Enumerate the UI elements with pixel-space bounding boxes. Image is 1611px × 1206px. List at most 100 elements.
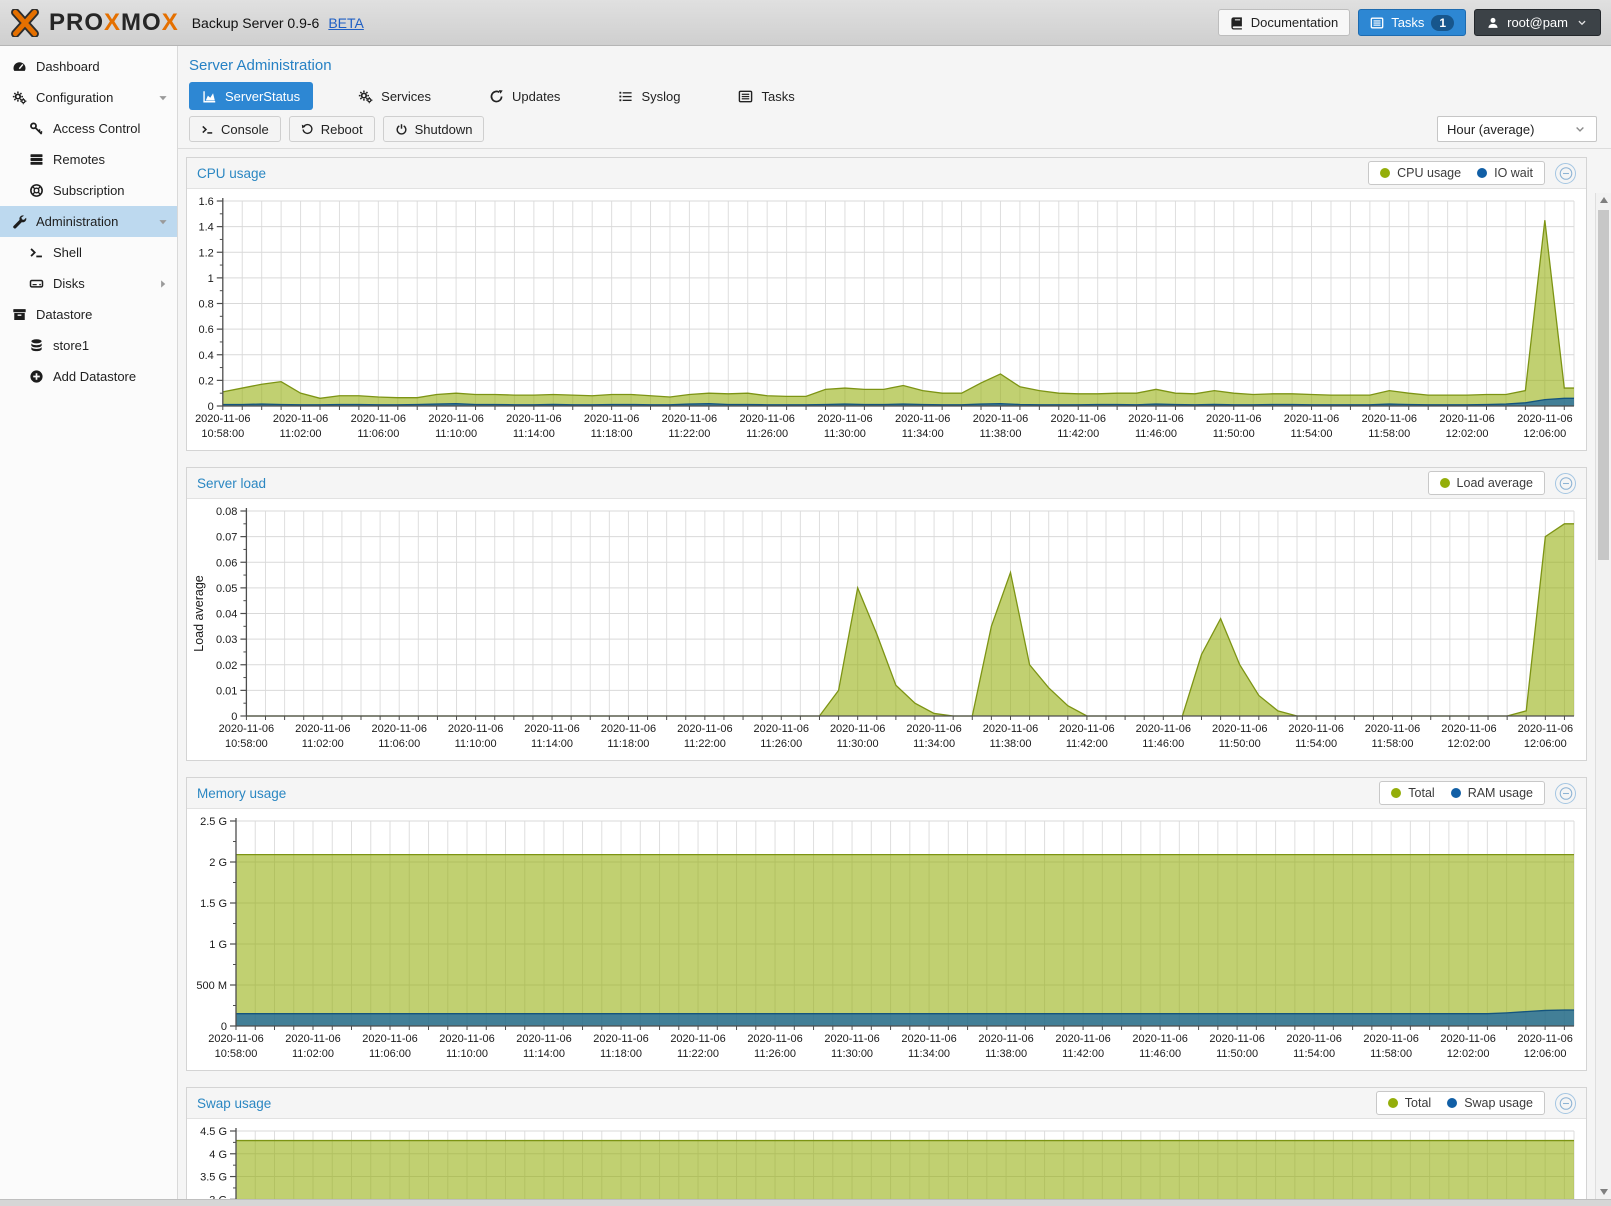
legend-item: RAM usage <box>1450 786 1533 800</box>
sidebar-item-store1[interactable]: store1 <box>0 330 177 361</box>
legend-swatch <box>1477 168 1488 178</box>
svg-text:2020-11-06: 2020-11-06 <box>1212 723 1267 735</box>
tab-tasks[interactable]: Tasks <box>725 82 807 110</box>
svg-text:2020-11-06: 2020-11-06 <box>506 413 561 425</box>
svg-text:2020-11-06: 2020-11-06 <box>978 1033 1033 1045</box>
collapse-button[interactable] <box>1555 162 1576 184</box>
legend-item: CPU usage <box>1380 166 1461 180</box>
svg-text:500 M: 500 M <box>196 980 227 992</box>
console-button[interactable]: Console <box>189 116 281 142</box>
svg-text:0: 0 <box>208 401 214 413</box>
scroll-down-button[interactable] <box>1596 1185 1611 1199</box>
legend-swatch <box>1450 788 1461 798</box>
sidebar: Dashboard Configuration Access Control Remo… <box>0 46 178 1199</box>
undo-icon <box>301 123 314 136</box>
svg-text:11:30:00: 11:30:00 <box>824 428 866 440</box>
svg-text:10:58:00: 10:58:00 <box>201 428 244 440</box>
panel-swap-usage: Swap usage Total Swap usage 4.5 G 4 G 3.5 G… <box>186 1087 1587 1206</box>
svg-text:1.5 G: 1.5 G <box>200 898 227 910</box>
sidebar-item-shell[interactable]: Shell <box>0 237 177 268</box>
svg-text:11:10:00: 11:10:00 <box>446 1048 488 1060</box>
svg-text:0.07: 0.07 <box>216 532 237 544</box>
beta-link[interactable]: BETA <box>328 14 364 31</box>
legend-item: Total <box>1391 786 1435 800</box>
panel-cpu-usage: CPU usage CPU usage IO wait 1.6 1.4 1.2 1 0.8… <box>186 157 1587 451</box>
svg-text:11:18:00: 11:18:00 <box>591 428 633 440</box>
scroll-up-button[interactable] <box>1596 193 1611 207</box>
sidebar-item-disks[interactable]: Disks <box>0 268 177 299</box>
collapse-button[interactable] <box>1555 782 1576 804</box>
wrench-icon <box>11 214 28 230</box>
tasks-button[interactable]: Tasks 1 <box>1358 9 1467 36</box>
svg-text:11:42:00: 11:42:00 <box>1057 428 1099 440</box>
svg-text:11:22:00: 11:22:00 <box>668 428 710 440</box>
svg-text:1.2: 1.2 <box>199 247 214 259</box>
sidebar-item-administration[interactable]: Administration <box>0 206 177 237</box>
svg-text:1: 1 <box>208 273 214 285</box>
svg-text:11:42:00: 11:42:00 <box>1062 1048 1104 1060</box>
minus-circle-icon <box>1559 1094 1573 1113</box>
svg-text:0.08: 0.08 <box>216 506 237 518</box>
svg-text:11:50:00: 11:50:00 <box>1216 1048 1258 1060</box>
svg-text:2020-11-06: 2020-11-06 <box>1136 723 1191 735</box>
svg-text:2020-11-06: 2020-11-06 <box>670 1033 725 1045</box>
sidebar-item-subscription[interactable]: Subscription <box>0 175 177 206</box>
svg-text:2 G: 2 G <box>209 857 227 869</box>
svg-text:11:54:00: 11:54:00 <box>1293 1048 1335 1060</box>
svg-text:2020-11-06: 2020-11-06 <box>1440 1033 1495 1045</box>
svg-text:11:46:00: 11:46:00 <box>1139 1048 1181 1060</box>
area-chart-icon <box>202 89 217 104</box>
sidebar-item-add-datastore[interactable]: Add Datastore <box>0 361 177 392</box>
chevron-down-icon[interactable] <box>157 216 169 228</box>
svg-text:0: 0 <box>221 1021 227 1033</box>
brand: PROXMOX Backup Server 0.9-6 BETA <box>10 8 364 37</box>
user-menu-button[interactable]: root@pam <box>1474 9 1601 36</box>
svg-text:2020-11-06: 2020-11-06 <box>524 723 579 735</box>
sidebar-item-remotes[interactable]: Remotes <box>0 144 177 175</box>
collapse-button[interactable] <box>1555 472 1576 494</box>
selected-range-value: Hour (average) <box>1447 121 1535 137</box>
svg-text:2020-11-06: 2020-11-06 <box>362 1033 417 1045</box>
svg-text:2020-11-06: 2020-11-06 <box>1132 1033 1187 1045</box>
tab-services[interactable]: Services <box>345 82 444 110</box>
svg-text:2020-11-06: 2020-11-06 <box>273 413 328 425</box>
time-range-select[interactable]: Hour (average) <box>1437 116 1597 142</box>
svg-text:11:58:00: 11:58:00 <box>1370 1048 1412 1060</box>
svg-text:2020-11-06: 2020-11-06 <box>448 723 503 735</box>
legend-item: Total <box>1387 1096 1431 1110</box>
app-header: PROXMOX Backup Server 0.9-6 BETA Documen… <box>0 0 1611 46</box>
legend: Total RAM usage <box>1379 781 1545 805</box>
chevron-right-icon[interactable] <box>157 278 169 290</box>
svg-text:2020-11-06: 2020-11-06 <box>983 723 1038 735</box>
svg-text:1.6: 1.6 <box>199 196 214 208</box>
documentation-button[interactable]: Documentation <box>1217 9 1351 36</box>
svg-text:11:38:00: 11:38:00 <box>985 1048 1027 1060</box>
sidebar-item-configuration[interactable]: Configuration <box>0 82 177 113</box>
cpu-usage-chart: 1.6 1.4 1.2 1 0.8 0.6 0.4 0.2 0 2020-11-06 10:58:0… <box>187 188 1586 450</box>
sidebar-item-dashboard[interactable]: Dashboard <box>0 51 177 82</box>
shutdown-button[interactable]: Shutdown <box>382 116 485 142</box>
panel-title: Memory usage <box>197 785 287 801</box>
page-title: Server Administration <box>189 57 332 74</box>
brand-name: PROXMOX <box>49 8 179 36</box>
tab-updates[interactable]: Updates <box>476 82 573 110</box>
tab-serverstatus[interactable]: ServerStatus <box>189 82 314 110</box>
svg-text:2020-11-06: 2020-11-06 <box>439 1033 494 1045</box>
vertical-scrollbar[interactable] <box>1595 193 1611 1199</box>
tab-syslog[interactable]: Syslog <box>605 82 693 110</box>
reboot-button[interactable]: Reboot <box>288 116 375 142</box>
chevron-down-icon[interactable] <box>157 92 169 104</box>
sidebar-item-access-control[interactable]: Access Control <box>0 113 177 144</box>
svg-text:2020-11-06: 2020-11-06 <box>593 1033 648 1045</box>
life-ring-icon <box>28 183 45 199</box>
svg-text:12:02:00: 12:02:00 <box>1447 1048 1490 1060</box>
tachometer-icon <box>11 59 28 75</box>
collapse-button[interactable] <box>1555 1092 1576 1114</box>
scroll-thumb[interactable] <box>1598 210 1609 560</box>
svg-text:11:58:00: 11:58:00 <box>1368 428 1410 440</box>
svg-text:4 G: 4 G <box>209 1149 227 1161</box>
sidebar-item-datastore[interactable]: Datastore <box>0 299 177 330</box>
